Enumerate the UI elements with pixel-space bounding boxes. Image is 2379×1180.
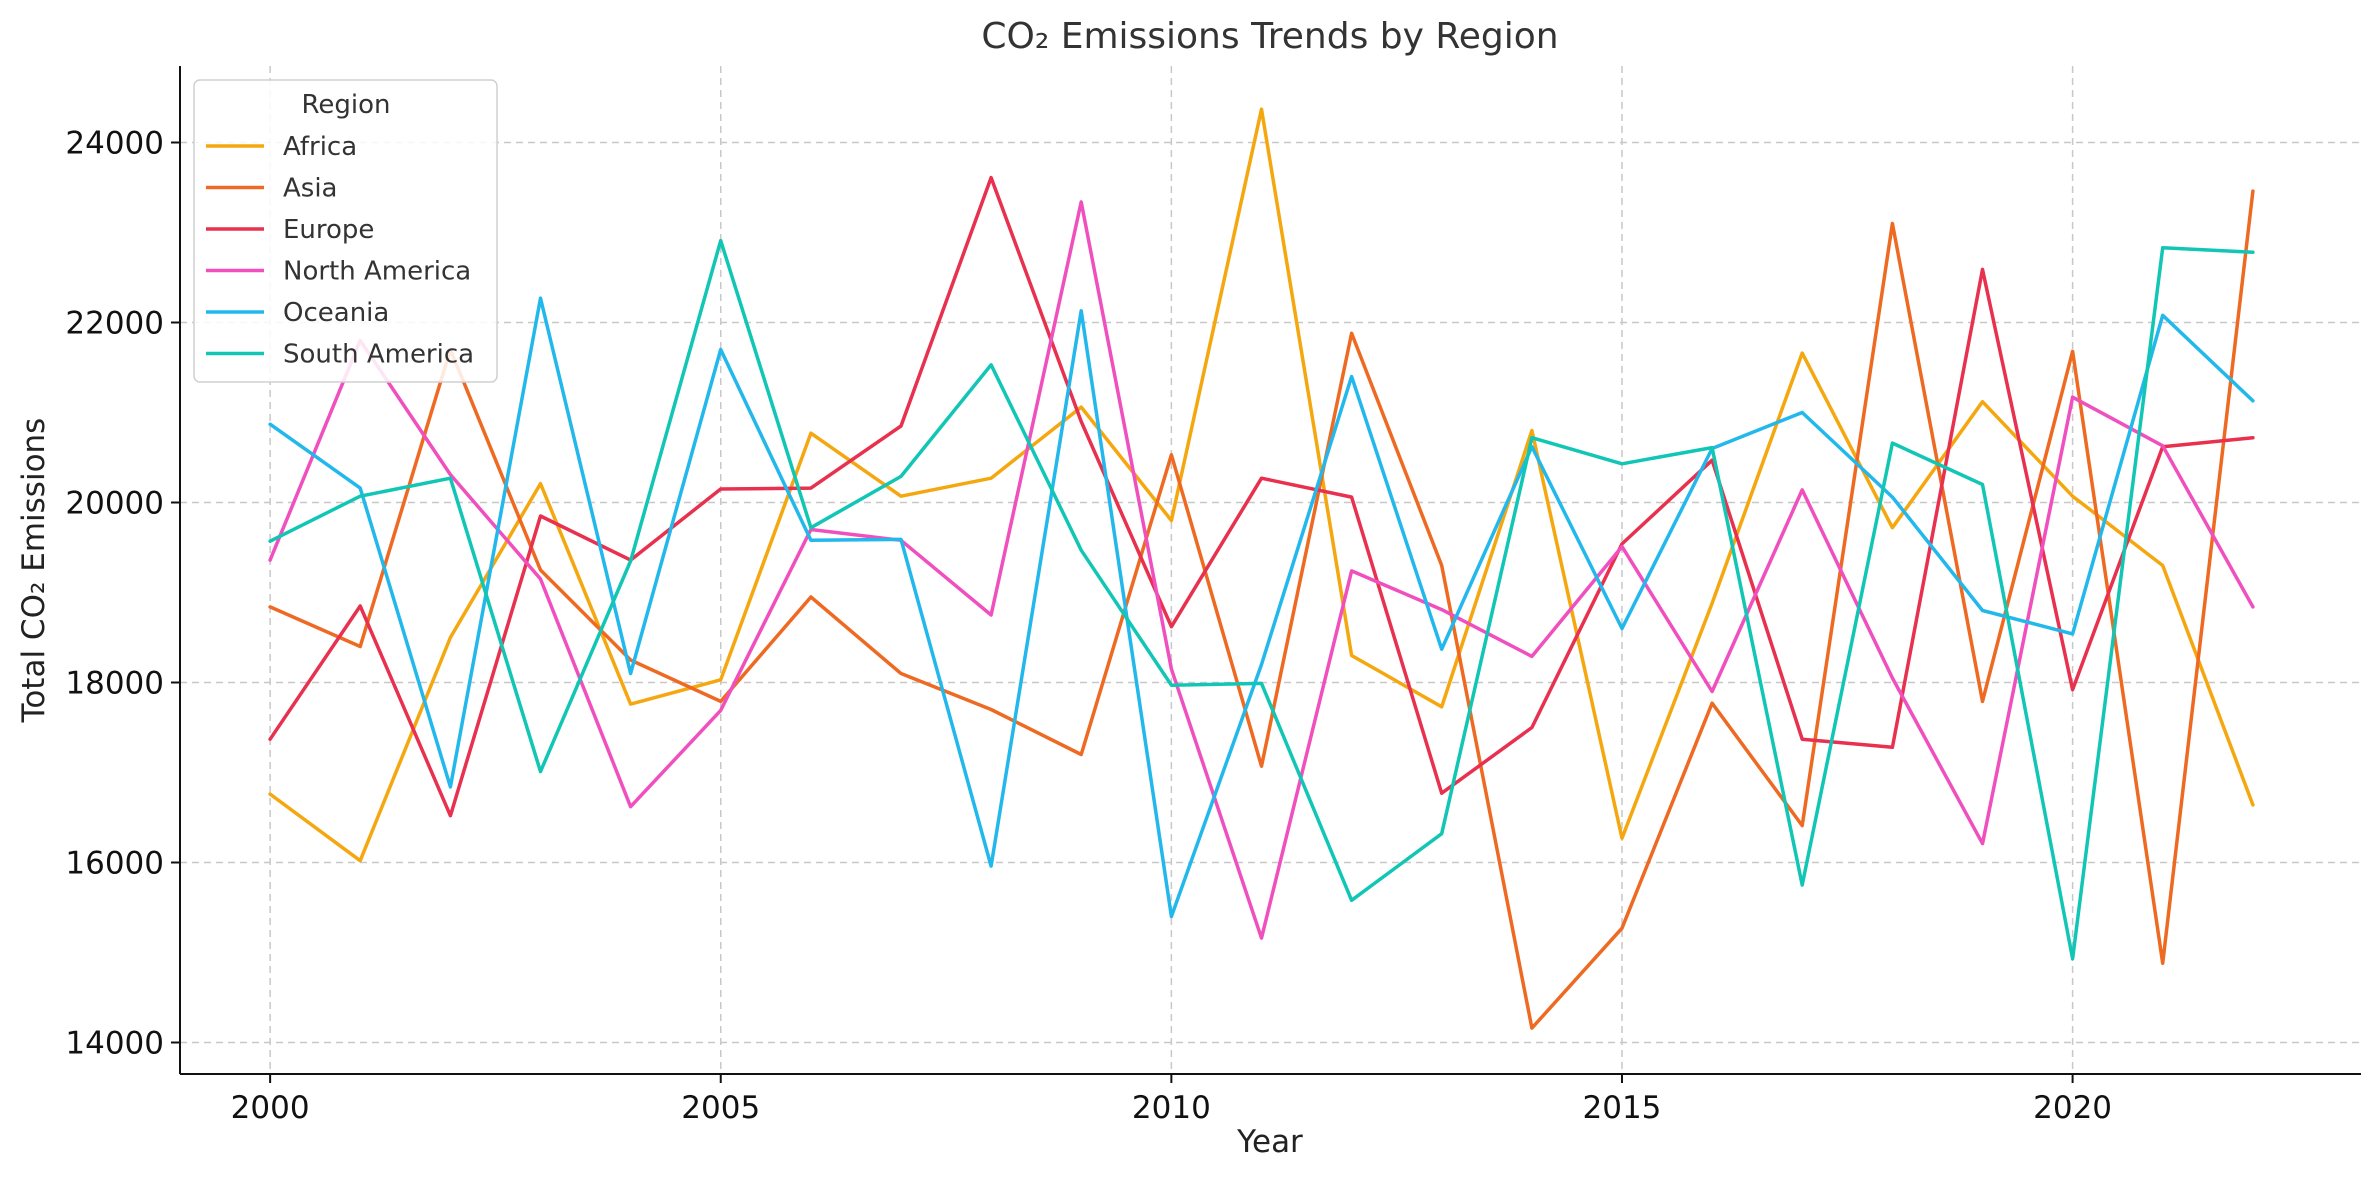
legend-label-north-america: North America — [283, 257, 471, 287]
legend-box — [193, 79, 498, 383]
y-tick-label: 18000 — [65, 666, 164, 702]
legend-items: Africa Asia Europe North America Oceania Sout… — [206, 132, 474, 370]
x-ticks: 2000 2005 2010 2015 2020 — [231, 1074, 2112, 1126]
legend-label-europe: Europe — [283, 215, 374, 245]
series-line-africa — [268, 107, 2255, 863]
y-axis-label: Total CO₂ Emissions — [16, 418, 52, 724]
legend-label-south-america: South America — [283, 340, 474, 370]
x-tick-label: 2005 — [681, 1090, 760, 1126]
y-ticks: 14000 16000 18000 20000 22000 24000 — [65, 126, 180, 1062]
y-tick-label: 24000 — [65, 126, 164, 162]
axes-layer — [179, 66, 2361, 1075]
x-tick-label: 2010 — [1132, 1090, 1211, 1126]
legend-title: Region — [301, 90, 390, 120]
x-tick-label: 2015 — [1583, 1090, 1662, 1126]
y-tick-label: 14000 — [65, 1026, 164, 1062]
grid-layer — [180, 66, 2361, 1074]
legend-label-asia: Asia — [283, 174, 338, 204]
x-tick-label: 2020 — [2033, 1090, 2112, 1126]
series-layer — [268, 107, 2255, 1030]
y-tick-label: 22000 — [65, 306, 164, 342]
series-line-europe — [268, 175, 2255, 818]
series-line-oceania — [268, 296, 2255, 919]
x-axis-label: Year — [1236, 1124, 1303, 1160]
series-line-north-america — [268, 200, 2255, 940]
legend: Region Africa Asia Europe North America Ocea… — [193, 79, 498, 383]
legend-label-africa: Africa — [283, 132, 357, 162]
y-tick-label: 20000 — [65, 486, 164, 522]
y-tick-label: 16000 — [65, 846, 164, 882]
series-line-asia — [268, 189, 2255, 1030]
series-line-south-america — [268, 238, 2255, 961]
legend-label-oceania: Oceania — [283, 298, 389, 328]
x-tick-label: 2000 — [231, 1090, 310, 1126]
chart-title: CO₂ Emissions Trends by Region — [981, 16, 1558, 57]
